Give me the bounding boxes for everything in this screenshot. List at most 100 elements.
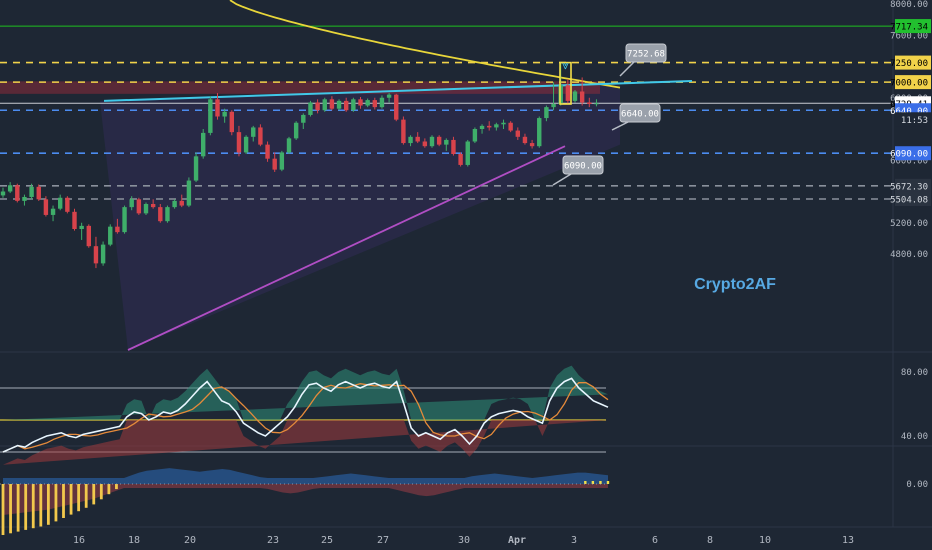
candle-body xyxy=(365,100,370,106)
candle-body xyxy=(465,141,470,165)
histogram-bar xyxy=(584,481,587,484)
countdown-label: 11:53 xyxy=(901,116,928,126)
candle-body xyxy=(537,118,542,147)
histogram-bar xyxy=(77,484,81,512)
x-tick-label: 18 xyxy=(128,535,140,546)
candle-body xyxy=(122,207,127,233)
price-badge-label-4: 6640.00 xyxy=(890,107,928,117)
candle-body xyxy=(308,102,313,115)
candle-body xyxy=(129,199,134,208)
candle-body xyxy=(551,104,556,108)
histogram-bar xyxy=(599,481,602,484)
price-badge-label-0: 7717.34 xyxy=(890,23,928,33)
candle-body xyxy=(372,100,377,108)
y-tick-label: 8000.00 xyxy=(890,0,928,10)
candle-body xyxy=(108,226,113,245)
candle-body xyxy=(386,94,392,98)
x-tick-label: 10 xyxy=(759,535,771,546)
moving-average-line xyxy=(229,0,621,89)
candle-body xyxy=(172,200,177,208)
indicator-cloud-bull xyxy=(3,365,608,420)
histogram-bar xyxy=(31,484,35,529)
candle-body xyxy=(36,186,41,200)
candle-body xyxy=(458,154,463,165)
candle-body xyxy=(529,143,535,147)
resistance-zone xyxy=(0,81,600,94)
indicator1-tick: 80.00 xyxy=(901,368,928,378)
candle-body xyxy=(265,144,270,159)
candle-body xyxy=(436,136,442,145)
callout-box-0 xyxy=(625,43,667,63)
candle-body xyxy=(358,99,363,106)
candle-body xyxy=(22,196,27,201)
histogram-bar xyxy=(606,481,610,484)
candle-body xyxy=(0,191,6,196)
callout-label-0: 7252.68 xyxy=(627,50,665,60)
candle-body xyxy=(451,139,456,154)
callout-box-2 xyxy=(562,155,604,175)
candle-body xyxy=(415,136,420,142)
x-tick-label: 27 xyxy=(377,535,389,546)
price-badge-label-5: 6090.00 xyxy=(890,150,928,160)
x-tick-label: Apr xyxy=(508,535,526,546)
candle-body xyxy=(501,122,506,125)
price-badge-label-2: 7000.00 xyxy=(890,79,928,89)
y-tick-label: 4800.00 xyxy=(890,250,928,260)
candle-body xyxy=(279,152,285,170)
candle-body xyxy=(136,199,142,214)
x-tick-label: 6 xyxy=(652,535,658,546)
price-badge-6 xyxy=(895,178,931,193)
x-tick-label: 30 xyxy=(458,535,470,546)
candle-body xyxy=(587,102,592,104)
price-badge-1 xyxy=(895,55,931,70)
candle-body xyxy=(594,103,599,105)
candle-body xyxy=(158,207,163,222)
histogram-bar xyxy=(115,484,118,490)
y-tick-label: 5200.00 xyxy=(890,219,928,229)
candle-body xyxy=(7,185,13,192)
candle-body xyxy=(43,199,49,215)
indicator-main-line xyxy=(2,377,609,453)
candle-body xyxy=(243,136,249,153)
lower-trendline xyxy=(127,145,566,351)
candle-body xyxy=(508,122,513,131)
price-badge-7 xyxy=(895,191,931,206)
candle-body xyxy=(15,185,20,201)
candle-body xyxy=(322,99,327,111)
candle-body xyxy=(472,129,478,142)
candle-body xyxy=(272,158,277,170)
candle-body xyxy=(58,197,63,209)
callout-label-1: 6640.00 xyxy=(621,110,659,120)
price-badge-label-6: 5672.30 xyxy=(890,182,928,192)
candle-body xyxy=(286,138,292,153)
x-tick-label: 25 xyxy=(321,535,333,546)
y-tick-label: 6000.00 xyxy=(890,156,928,166)
callout-pointer-2 xyxy=(552,173,572,186)
price-badge-2 xyxy=(895,75,931,90)
callout-box-1 xyxy=(619,103,661,123)
candle-body xyxy=(579,91,585,103)
countdown-badge xyxy=(895,112,931,127)
indicator2-tick: 0.00 xyxy=(906,480,928,490)
candle-body xyxy=(429,136,435,147)
momentum-wave-bull xyxy=(3,468,608,484)
candle-body xyxy=(351,99,356,111)
candle-body xyxy=(293,122,299,139)
x-tick-label: 20 xyxy=(184,535,196,546)
candle-body xyxy=(72,211,77,229)
candle-body xyxy=(65,197,70,212)
x-tick-label: 23 xyxy=(267,535,279,546)
candle-body xyxy=(344,100,349,111)
candle-body xyxy=(315,102,320,111)
candle-body xyxy=(251,127,256,137)
candle-body xyxy=(115,226,120,233)
histogram-bar xyxy=(54,484,58,522)
histogram-bar xyxy=(591,481,595,484)
candle-body xyxy=(179,200,184,206)
candle-body xyxy=(522,136,528,144)
candle-body xyxy=(408,136,413,144)
indicator1-tick: 40.00 xyxy=(901,432,928,442)
candle-body xyxy=(100,244,106,264)
candle-body xyxy=(515,130,520,137)
